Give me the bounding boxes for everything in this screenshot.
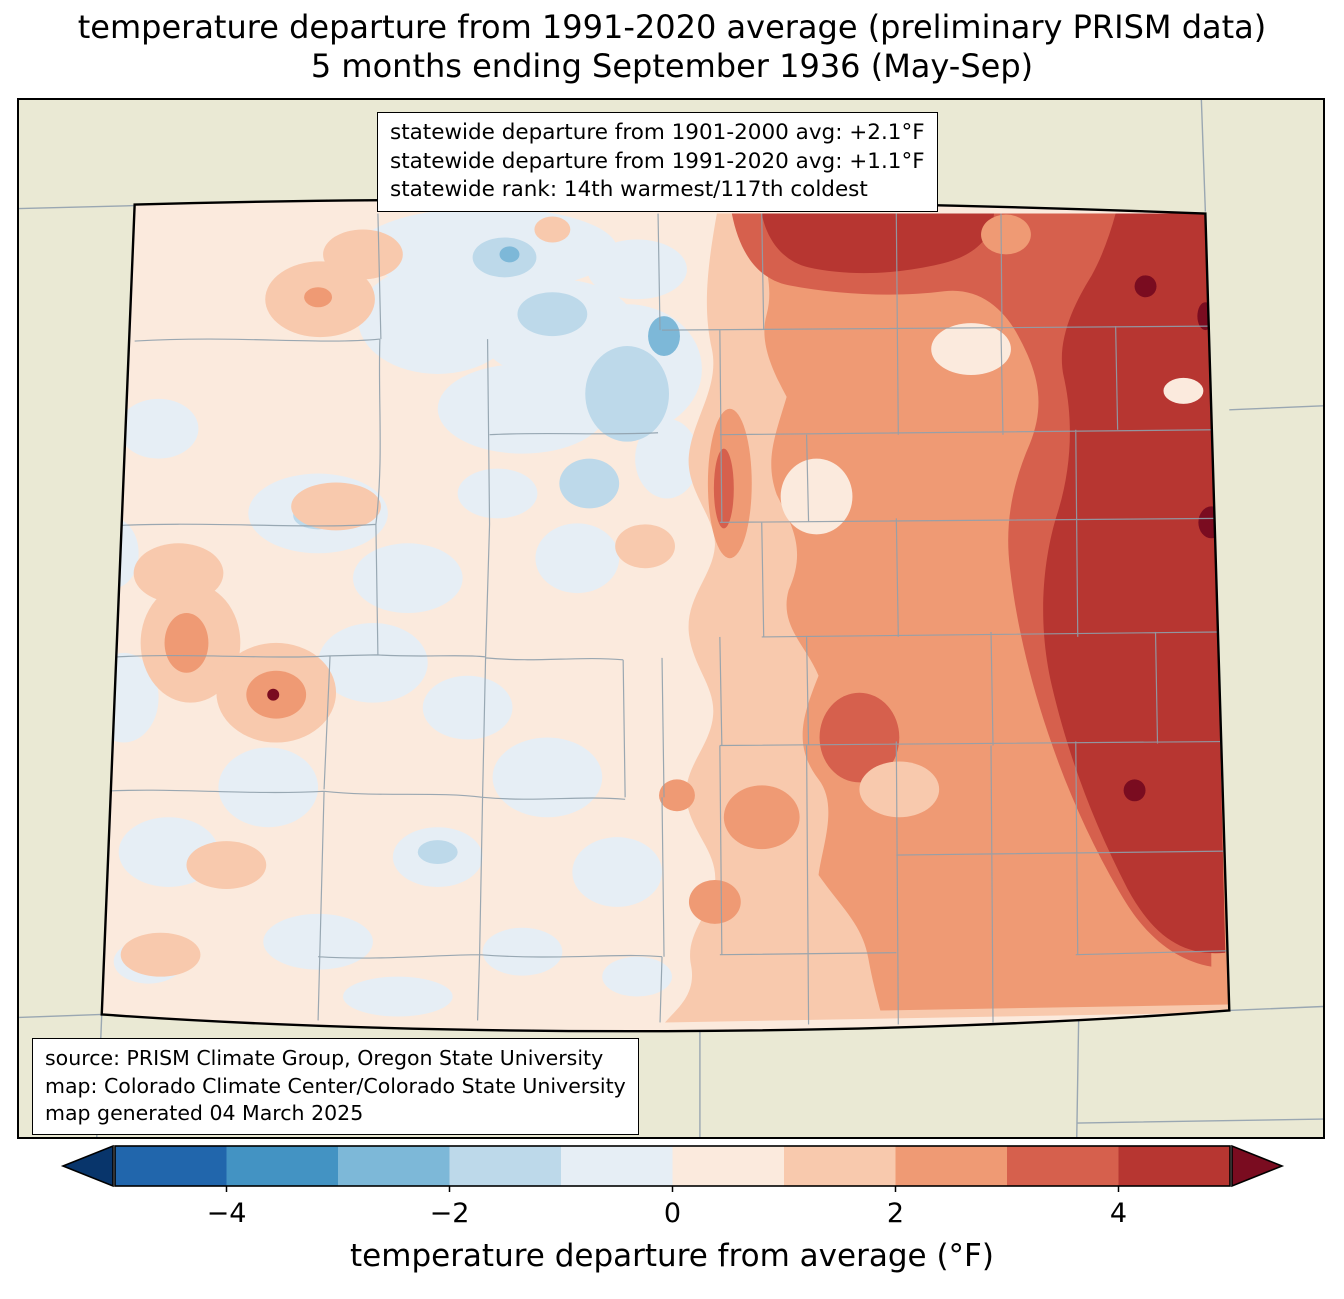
- contour-hole: [859, 761, 940, 818]
- contour-blob: [101, 518, 139, 589]
- contour-blob: [417, 840, 458, 865]
- contour-hole: [1163, 377, 1204, 404]
- extreme-warm-spot: [1123, 779, 1146, 802]
- page-title: temperature departure from 1991-2020 ave…: [0, 8, 1344, 86]
- source-line-1: source: PRISM Climate Group, Oregon Stat…: [45, 1046, 604, 1070]
- colorado-map: [19, 100, 1323, 1137]
- source-line-2: map: Colorado Climate Center/Colorado St…: [45, 1073, 626, 1098]
- contour-blob: [688, 879, 741, 924]
- contour-blob: [164, 613, 209, 673]
- contour-blob: [517, 292, 588, 337]
- contour-blob: [291, 482, 381, 531]
- colorbar-under-arrow: [60, 1144, 114, 1188]
- stats-box: statewide departure from 1901-2000 avg: …: [377, 112, 938, 212]
- contour-blob: [572, 837, 663, 907]
- colorbar-tick-label: 4: [1110, 1198, 1127, 1229]
- colorbar-segments: [115, 1146, 1231, 1186]
- colorbar-segment: [1007, 1146, 1120, 1186]
- contour-blob: [981, 214, 1031, 255]
- contour-blob: [437, 363, 608, 454]
- contour-blob: [659, 779, 695, 812]
- colorbar-axis-label: temperature departure from average (°F): [350, 1238, 994, 1274]
- extreme-warm-spot: [267, 688, 280, 701]
- contour-hole: [780, 458, 853, 535]
- contour-blob: [615, 524, 675, 569]
- colorbar: −4 −2 0 2 4: [60, 1144, 1285, 1229]
- contour-blob: [535, 523, 620, 594]
- contour-blob: [723, 785, 800, 850]
- contour-blob: [585, 346, 670, 442]
- colorbar-segment: [115, 1146, 228, 1186]
- contour-blob: [587, 239, 687, 300]
- contour-blob: [499, 246, 520, 263]
- colorbar-segment: [1118, 1146, 1231, 1186]
- colorbar-segment: [784, 1146, 897, 1186]
- colorbar-over-arrow: [1231, 1144, 1285, 1188]
- stats-line-2: statewide departure from 1991-2020 avg: …: [390, 148, 925, 174]
- colorbar-segment: [672, 1146, 785, 1186]
- contour-blob: [118, 398, 199, 459]
- contour-blob: [323, 229, 403, 280]
- contour-blob: [318, 622, 428, 703]
- page-title-line-1: temperature departure from 1991-2020 ave…: [77, 8, 1267, 46]
- stats-line-3: statewide rank: 14th warmest/117th colde…: [390, 177, 868, 203]
- contour-blob: [304, 287, 333, 308]
- colorbar-segment: [338, 1146, 451, 1186]
- contour-blob: [534, 216, 571, 243]
- contour-blob: [819, 692, 900, 783]
- contour-blob: [422, 675, 513, 740]
- contour-blob: [218, 747, 319, 828]
- contour-region-plus4-band: [761, 213, 995, 274]
- colorbar-segment: [561, 1146, 674, 1186]
- stats-line-1: statewide departure from 1901-2000 avg: …: [390, 120, 925, 145]
- contour-hole: [931, 323, 1011, 375]
- map-frame: statewide departure from 1901-2000 avg: …: [17, 98, 1325, 1139]
- colorbar-segment: [449, 1146, 562, 1186]
- contour-blob: [492, 737, 603, 818]
- county-borders: [101, 213, 1229, 1025]
- colorbar-ticks: −4 −2 0 2 4: [207, 1186, 1127, 1229]
- contour-blob: [352, 543, 463, 614]
- colorbar-tick-label: 0: [664, 1198, 681, 1229]
- contour-blob: [713, 448, 734, 529]
- contour-blob: [457, 468, 538, 519]
- contour-blob: [186, 841, 267, 889]
- source-box: source: PRISM Climate Group, Oregon Stat…: [32, 1038, 639, 1136]
- contour-blob: [602, 956, 672, 997]
- colorbar-tick-label: −2: [430, 1198, 470, 1229]
- contour-blob: [482, 927, 563, 976]
- contour-blob: [648, 316, 680, 357]
- colorbar-tick-label: −4: [207, 1198, 247, 1229]
- source-line-3: map generated 04 March 2025: [45, 1101, 364, 1126]
- contour-blob: [357, 264, 518, 374]
- contour-blob: [559, 458, 620, 509]
- extreme-warm-spot: [1198, 506, 1225, 539]
- extreme-warm-spot: [1134, 275, 1157, 298]
- contour-blob: [635, 418, 699, 499]
- contour-blob: [343, 976, 453, 1017]
- contour-blob: [120, 932, 201, 977]
- colorbar-segment: [895, 1146, 1008, 1186]
- colorbar-tick-label: 2: [887, 1198, 904, 1229]
- colorbar-segment: [226, 1146, 339, 1186]
- page-title-line-2: 5 months ending September 1936 (May-Sep): [310, 47, 1034, 85]
- contour-blob: [263, 913, 373, 970]
